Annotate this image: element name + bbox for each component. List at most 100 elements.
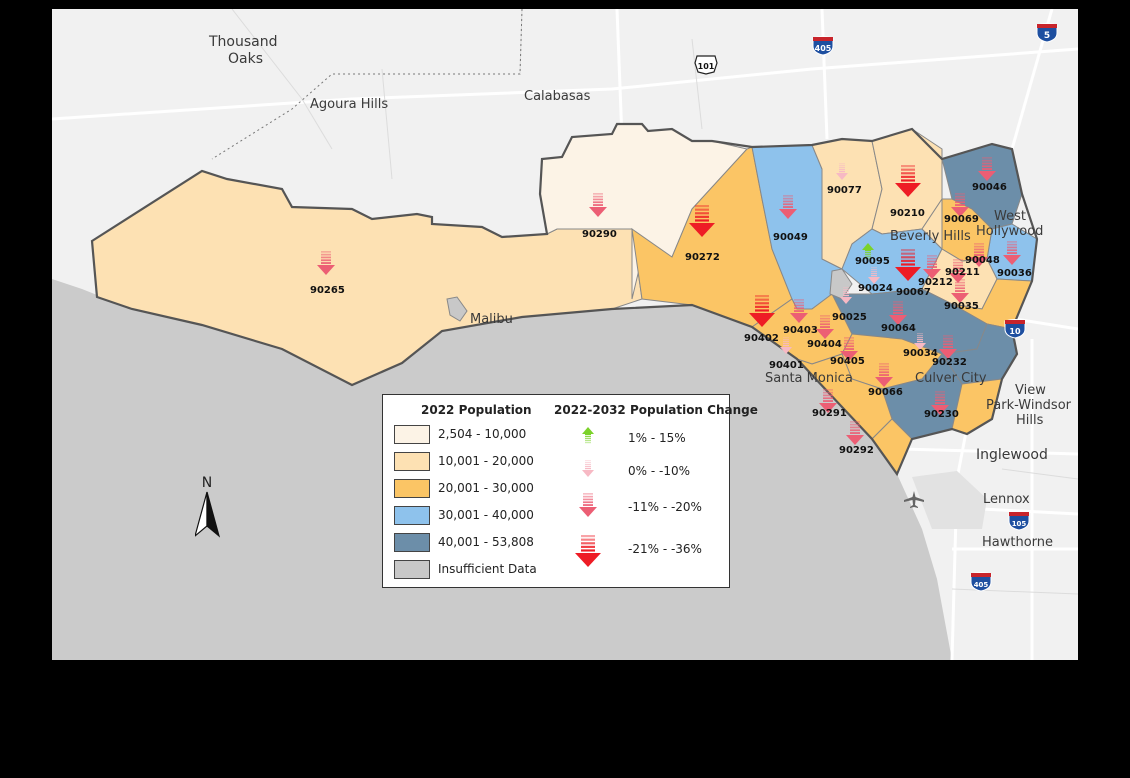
- zip-label-90024: 90024: [858, 283, 893, 294]
- shield-405-south-label: 405: [974, 581, 989, 589]
- zip-label-90066: 90066: [868, 387, 903, 398]
- change-arrow: [970, 243, 988, 267]
- legend-swatch: [394, 424, 430, 444]
- change-arrow: [949, 259, 967, 283]
- zip-label-90049: 90049: [773, 232, 808, 243]
- legend-pop-label: 40,001 - 53,808: [438, 535, 534, 549]
- change-arrow: [931, 391, 949, 415]
- legend-change-title: 2022-2032 Population Change: [554, 403, 758, 417]
- change-arrow: [579, 493, 597, 517]
- place-santa-monica: Santa Monica: [765, 371, 853, 386]
- north-arrow-label: N: [202, 475, 212, 491]
- interstate-405-shield: 405: [812, 36, 834, 56]
- legend-change-row: 1% - 15%: [563, 425, 723, 455]
- interstate-105-shield: 105: [1008, 511, 1030, 531]
- legend-population-title: 2022 Population: [421, 403, 532, 417]
- change-arrow: [819, 389, 837, 413]
- change-arrow: [575, 535, 601, 567]
- place-west: West: [994, 209, 1026, 224]
- legend-change-label: -11% - -20%: [628, 500, 702, 514]
- legend-pop-row: Insufficient Data: [394, 558, 537, 580]
- legend-swatch: [394, 451, 430, 471]
- change-arrow: [582, 460, 594, 477]
- shield-5-label: 5: [1044, 31, 1050, 41]
- change-arrow: [951, 193, 969, 217]
- change-arrow: [840, 287, 852, 304]
- place-inglewood: Inglewood: [976, 447, 1048, 463]
- legend-pop-row: 2,504 - 10,000: [394, 423, 526, 445]
- change-arrow: [868, 267, 880, 284]
- zip-label-90405: 90405: [830, 356, 865, 367]
- study-area-outline: [90, 122, 1039, 477]
- change-arrow: [895, 165, 921, 197]
- legend-change-label: -21% - -36%: [628, 542, 702, 556]
- place-view: View: [1015, 383, 1046, 398]
- legend-pop-label: 10,001 - 20,000: [438, 454, 534, 468]
- place-calabasas: Calabasas: [524, 89, 591, 104]
- change-arrows-layer: [317, 157, 1021, 445]
- zip-label-90064: 90064: [881, 323, 916, 334]
- shield-10-label: 10: [1009, 327, 1021, 336]
- change-arrow: [749, 295, 775, 327]
- legend-swatch: [394, 559, 430, 579]
- legend-change-arrow: [582, 427, 594, 444]
- interstate-405-shield-south: 405: [970, 572, 992, 592]
- legend-pop-row: 40,001 - 53,808: [394, 531, 534, 553]
- place-beverly-hills: Beverly Hills: [890, 229, 971, 244]
- change-arrow: [951, 279, 969, 303]
- zip-polygons: [91, 123, 1038, 476]
- change-arrow: [790, 299, 808, 323]
- zip-label-90403: 90403: [783, 325, 818, 336]
- legend-change-arrow: [575, 535, 601, 567]
- place-hills: Hills: [1016, 413, 1044, 428]
- north-arrow: N: [195, 475, 221, 538]
- place-hollywood: Hollywood: [976, 224, 1044, 239]
- change-arrow: [779, 195, 797, 219]
- place-hawthorne: Hawthorne: [982, 535, 1054, 550]
- change-arrow: [589, 193, 607, 217]
- change-arrow: [862, 243, 874, 260]
- place-lennox: Lennox: [983, 492, 1030, 507]
- zip-label-90292: 90292: [839, 445, 874, 456]
- zip-label-90211: 90211: [945, 267, 980, 278]
- map-legend: 2022 Population 2022-2032 Population Cha…: [382, 394, 758, 588]
- zip-label-90230: 90230: [924, 409, 959, 420]
- zip-label-90077: 90077: [827, 185, 862, 196]
- zip-label-90046: 90046: [972, 182, 1007, 193]
- zip-label-90067: 90067: [896, 287, 931, 298]
- place-thousand-oaks-line2: Oaks: [228, 51, 263, 67]
- place-thousand-oaks-line1: Thousand: [209, 34, 278, 50]
- change-arrow: [840, 337, 858, 361]
- shield-101-label: 101: [698, 62, 715, 71]
- change-arrow: [895, 249, 921, 281]
- change-arrow: [939, 335, 957, 359]
- legend-change-label: 1% - 15%: [628, 431, 686, 445]
- legend-pop-row: 20,001 - 30,000: [394, 477, 534, 499]
- legend-pop-row: 10,001 - 20,000: [394, 450, 534, 472]
- insufficient-data-area: [446, 296, 468, 322]
- legend-change-arrow: [582, 460, 594, 477]
- change-arrow: [317, 251, 335, 275]
- change-arrow: [1003, 241, 1021, 265]
- zip-label-90272: 90272: [685, 252, 720, 263]
- legend-change-row: -11% - -20%: [563, 491, 723, 525]
- zip-label-90048: 90048: [965, 255, 1000, 266]
- place-culver-city: Culver City: [915, 371, 987, 386]
- change-arrow: [875, 363, 893, 387]
- legend-pop-label: Insufficient Data: [438, 562, 537, 576]
- zip-label-90069: 90069: [944, 214, 979, 225]
- shield-405-label: 405: [815, 44, 832, 53]
- zip-label-90232: 90232: [932, 357, 967, 368]
- legend-change-arrow: [579, 493, 597, 517]
- change-arrow: [889, 301, 907, 325]
- place-malibu: Malibu: [470, 312, 513, 327]
- airport-area: [912, 471, 987, 529]
- zip-label-90095: 90095: [855, 256, 890, 267]
- legend-pop-label: 20,001 - 30,000: [438, 481, 534, 495]
- us-101-shield: 101: [694, 55, 718, 75]
- change-arrow: [923, 255, 941, 279]
- interstate-5-shield: 5: [1036, 23, 1058, 43]
- place-agoura-hills: Agoura Hills: [310, 97, 389, 112]
- change-arrow: [836, 163, 848, 180]
- change-arrow: [914, 333, 926, 350]
